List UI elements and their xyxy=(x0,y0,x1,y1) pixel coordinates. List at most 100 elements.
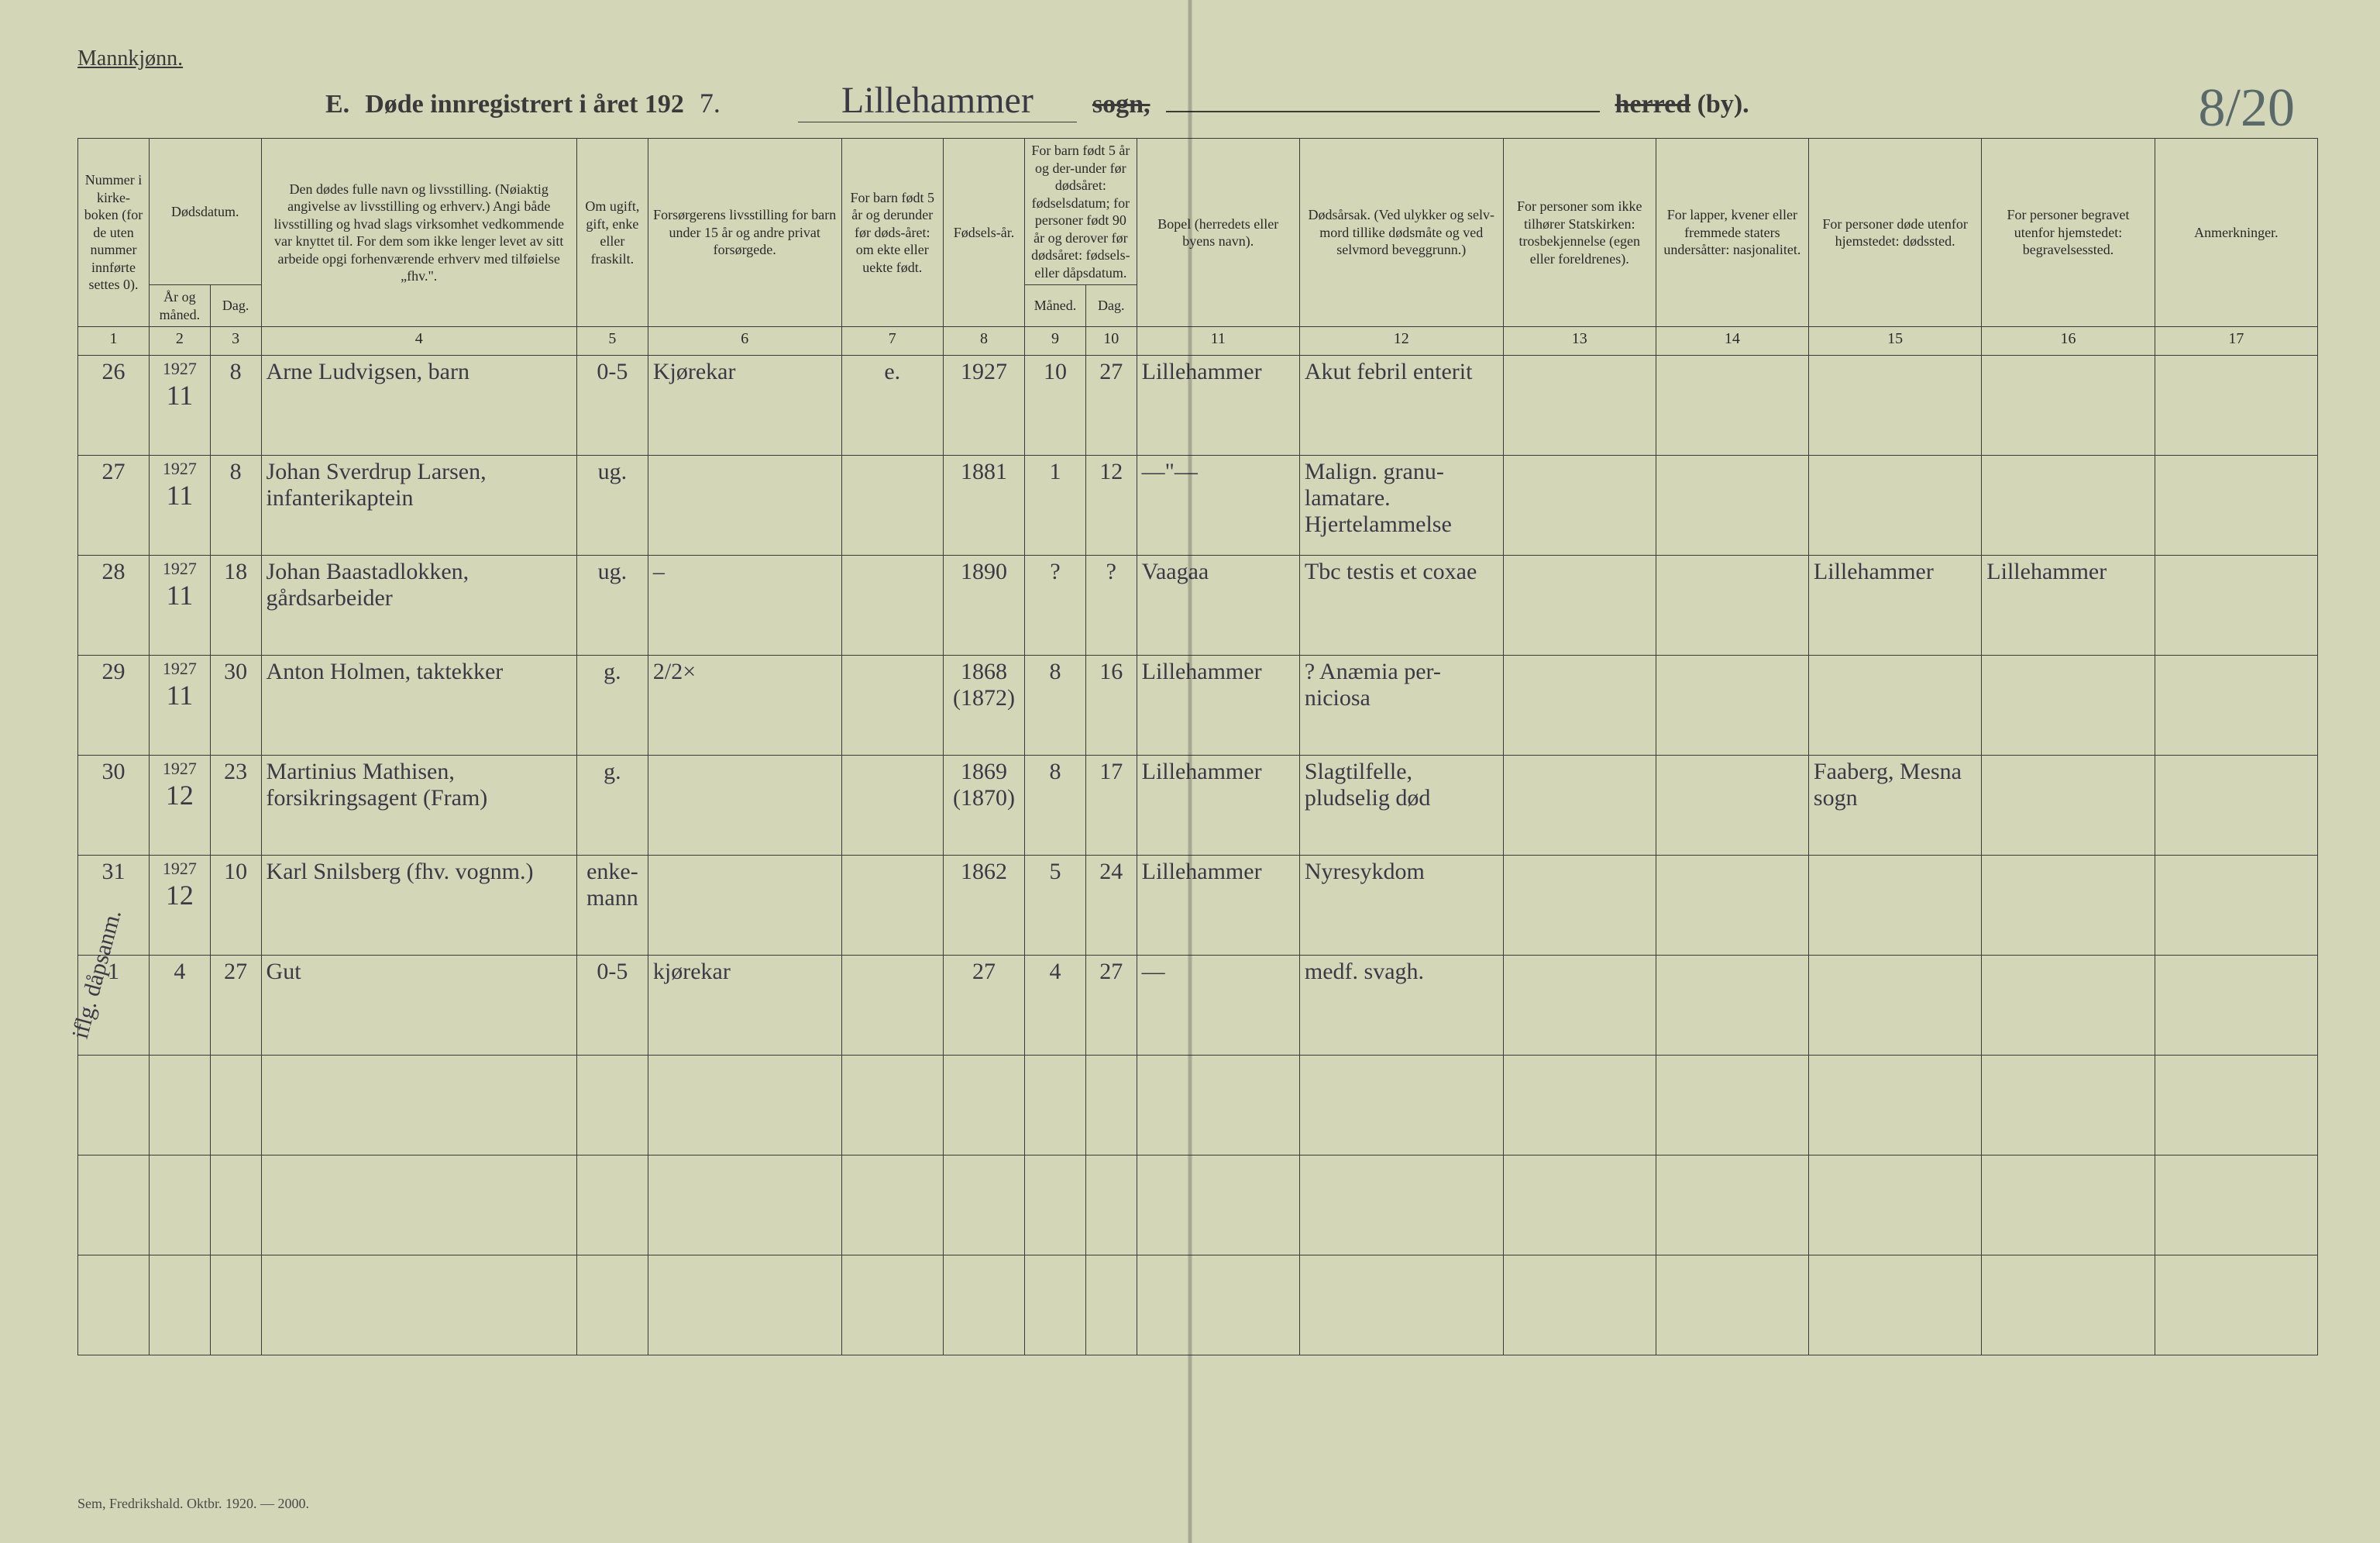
cell: kjørekar xyxy=(648,956,841,1056)
colnum: 2 xyxy=(149,327,210,356)
cell xyxy=(1503,356,1656,456)
cell: ? xyxy=(1025,556,1086,656)
cell xyxy=(1808,1255,1981,1355)
table-row xyxy=(78,1255,2318,1355)
cell: e. xyxy=(841,356,943,456)
cell: 1881 xyxy=(943,456,1024,556)
col-9-header: Bopel (herredets eller byens navn). xyxy=(1137,139,1299,327)
cell xyxy=(943,1056,1024,1156)
cell: 1 xyxy=(1025,456,1086,556)
cell xyxy=(648,456,841,556)
cell xyxy=(1982,956,2155,1056)
col-8b-header: Dag. xyxy=(1085,285,1137,327)
cell xyxy=(1808,1156,1981,1255)
cell: g. xyxy=(576,756,648,856)
cell: 1868 (1872) xyxy=(943,656,1024,756)
cell: 1869 (1870) xyxy=(943,756,1024,856)
col-13-header: For personer døde utenfor hjemstedet: dø… xyxy=(1808,139,1981,327)
col-6-header: For barn født 5 år og derunder før døds-… xyxy=(841,139,943,327)
cell xyxy=(210,1056,261,1156)
sogn-value: Lillehammer xyxy=(798,79,1077,122)
cell: – xyxy=(648,556,841,656)
cell: 192711 xyxy=(149,556,210,656)
cell: 23 xyxy=(210,756,261,856)
cell: Johan Baastadlokken, gårdsarbeider xyxy=(261,556,576,656)
cell: medf. svagh. xyxy=(1299,956,1503,1056)
cell xyxy=(1503,1255,1656,1355)
table-header: Nummer i kirke-boken (for de uten nummer… xyxy=(78,139,2318,356)
cell: Lillehammer xyxy=(1137,756,1299,856)
cell xyxy=(2155,856,2317,956)
cell xyxy=(1656,456,1808,556)
colnum: 13 xyxy=(1503,327,1656,356)
table-row: 1427Gut0-5kjørekar27427—medf. svagh. xyxy=(78,956,2318,1056)
colnum: 7 xyxy=(841,327,943,356)
cell: Nyresykdom xyxy=(1299,856,1503,956)
title-line: E. Døde innregistrert i året 1927. Lille… xyxy=(77,79,2318,122)
cell xyxy=(1808,656,1981,756)
cell xyxy=(841,1056,943,1156)
cell xyxy=(943,1156,1024,1255)
cell xyxy=(1982,456,2155,556)
cell xyxy=(841,656,943,756)
cell xyxy=(1503,856,1656,956)
cell xyxy=(841,1255,943,1355)
colnum: 1 xyxy=(78,327,150,356)
cell: 1862 xyxy=(943,856,1024,956)
cell xyxy=(648,756,841,856)
cell: 12 xyxy=(1085,456,1137,556)
cell xyxy=(2155,1156,2317,1255)
cell: 24 xyxy=(1085,856,1137,956)
cell: enke-mann xyxy=(576,856,648,956)
cell xyxy=(149,1156,210,1255)
colnum: 16 xyxy=(1982,327,2155,356)
cell: Gut xyxy=(261,956,576,1056)
cell: 30 xyxy=(78,756,150,856)
cell xyxy=(2155,456,2317,556)
column-numbers-row: 1 2 3 4 5 6 7 8 9 10 11 12 13 14 15 16 1… xyxy=(78,327,2318,356)
cell xyxy=(2155,556,2317,656)
cell xyxy=(1656,1056,1808,1156)
cell: ? Anæmia per-niciosa xyxy=(1299,656,1503,756)
cell xyxy=(1656,1255,1808,1355)
cell xyxy=(1656,656,1808,756)
cell xyxy=(841,1156,943,1255)
cell: 5 xyxy=(1025,856,1086,956)
cell: Malign. granu-lamatare. Hjertelammelse xyxy=(1299,456,1503,556)
cell: 192711 xyxy=(149,456,210,556)
cell xyxy=(576,1255,648,1355)
cell xyxy=(576,1056,648,1156)
cell: 27 xyxy=(1085,356,1137,456)
cell xyxy=(1025,1056,1086,1156)
colnum: 17 xyxy=(2155,327,2317,356)
cell xyxy=(2155,356,2317,456)
cell xyxy=(648,856,841,956)
cell: ? xyxy=(1085,556,1137,656)
cell: 27 xyxy=(1085,956,1137,1056)
cell: 4 xyxy=(149,956,210,1056)
cell: Kjørekar xyxy=(648,356,841,456)
title-prefix: Døde innregistrert i året 192 xyxy=(365,90,684,119)
cell xyxy=(841,756,943,856)
cell: 0-5 xyxy=(576,356,648,456)
col-7-header: Fødsels-år. xyxy=(943,139,1024,327)
cell xyxy=(1299,1255,1503,1355)
cell: Johan Sverdrup Larsen, infanterikaptein xyxy=(261,456,576,556)
cell: Lillehammer xyxy=(1808,556,1981,656)
cell: 8 xyxy=(1025,756,1086,856)
table-row: 2919271130Anton Holmen, taktekkerg.2/2×1… xyxy=(78,656,2318,756)
cell: 29 xyxy=(78,656,150,756)
cell xyxy=(2155,1255,2317,1355)
cell xyxy=(1503,556,1656,656)
cell xyxy=(2155,756,2317,856)
cell xyxy=(841,956,943,1056)
cell xyxy=(1137,1156,1299,1255)
herred-label: herred (by). xyxy=(1615,90,1749,119)
cell: Slagtilfelle, pludselig død xyxy=(1299,756,1503,856)
cell xyxy=(1808,856,1981,956)
cell xyxy=(1085,1056,1137,1156)
col-1-header: Nummer i kirke-boken (for de uten nummer… xyxy=(78,139,150,327)
col-8-header: For barn født 5 år og der-under før døds… xyxy=(1025,139,1137,285)
cell xyxy=(943,1255,1024,1355)
cell xyxy=(2155,1056,2317,1156)
